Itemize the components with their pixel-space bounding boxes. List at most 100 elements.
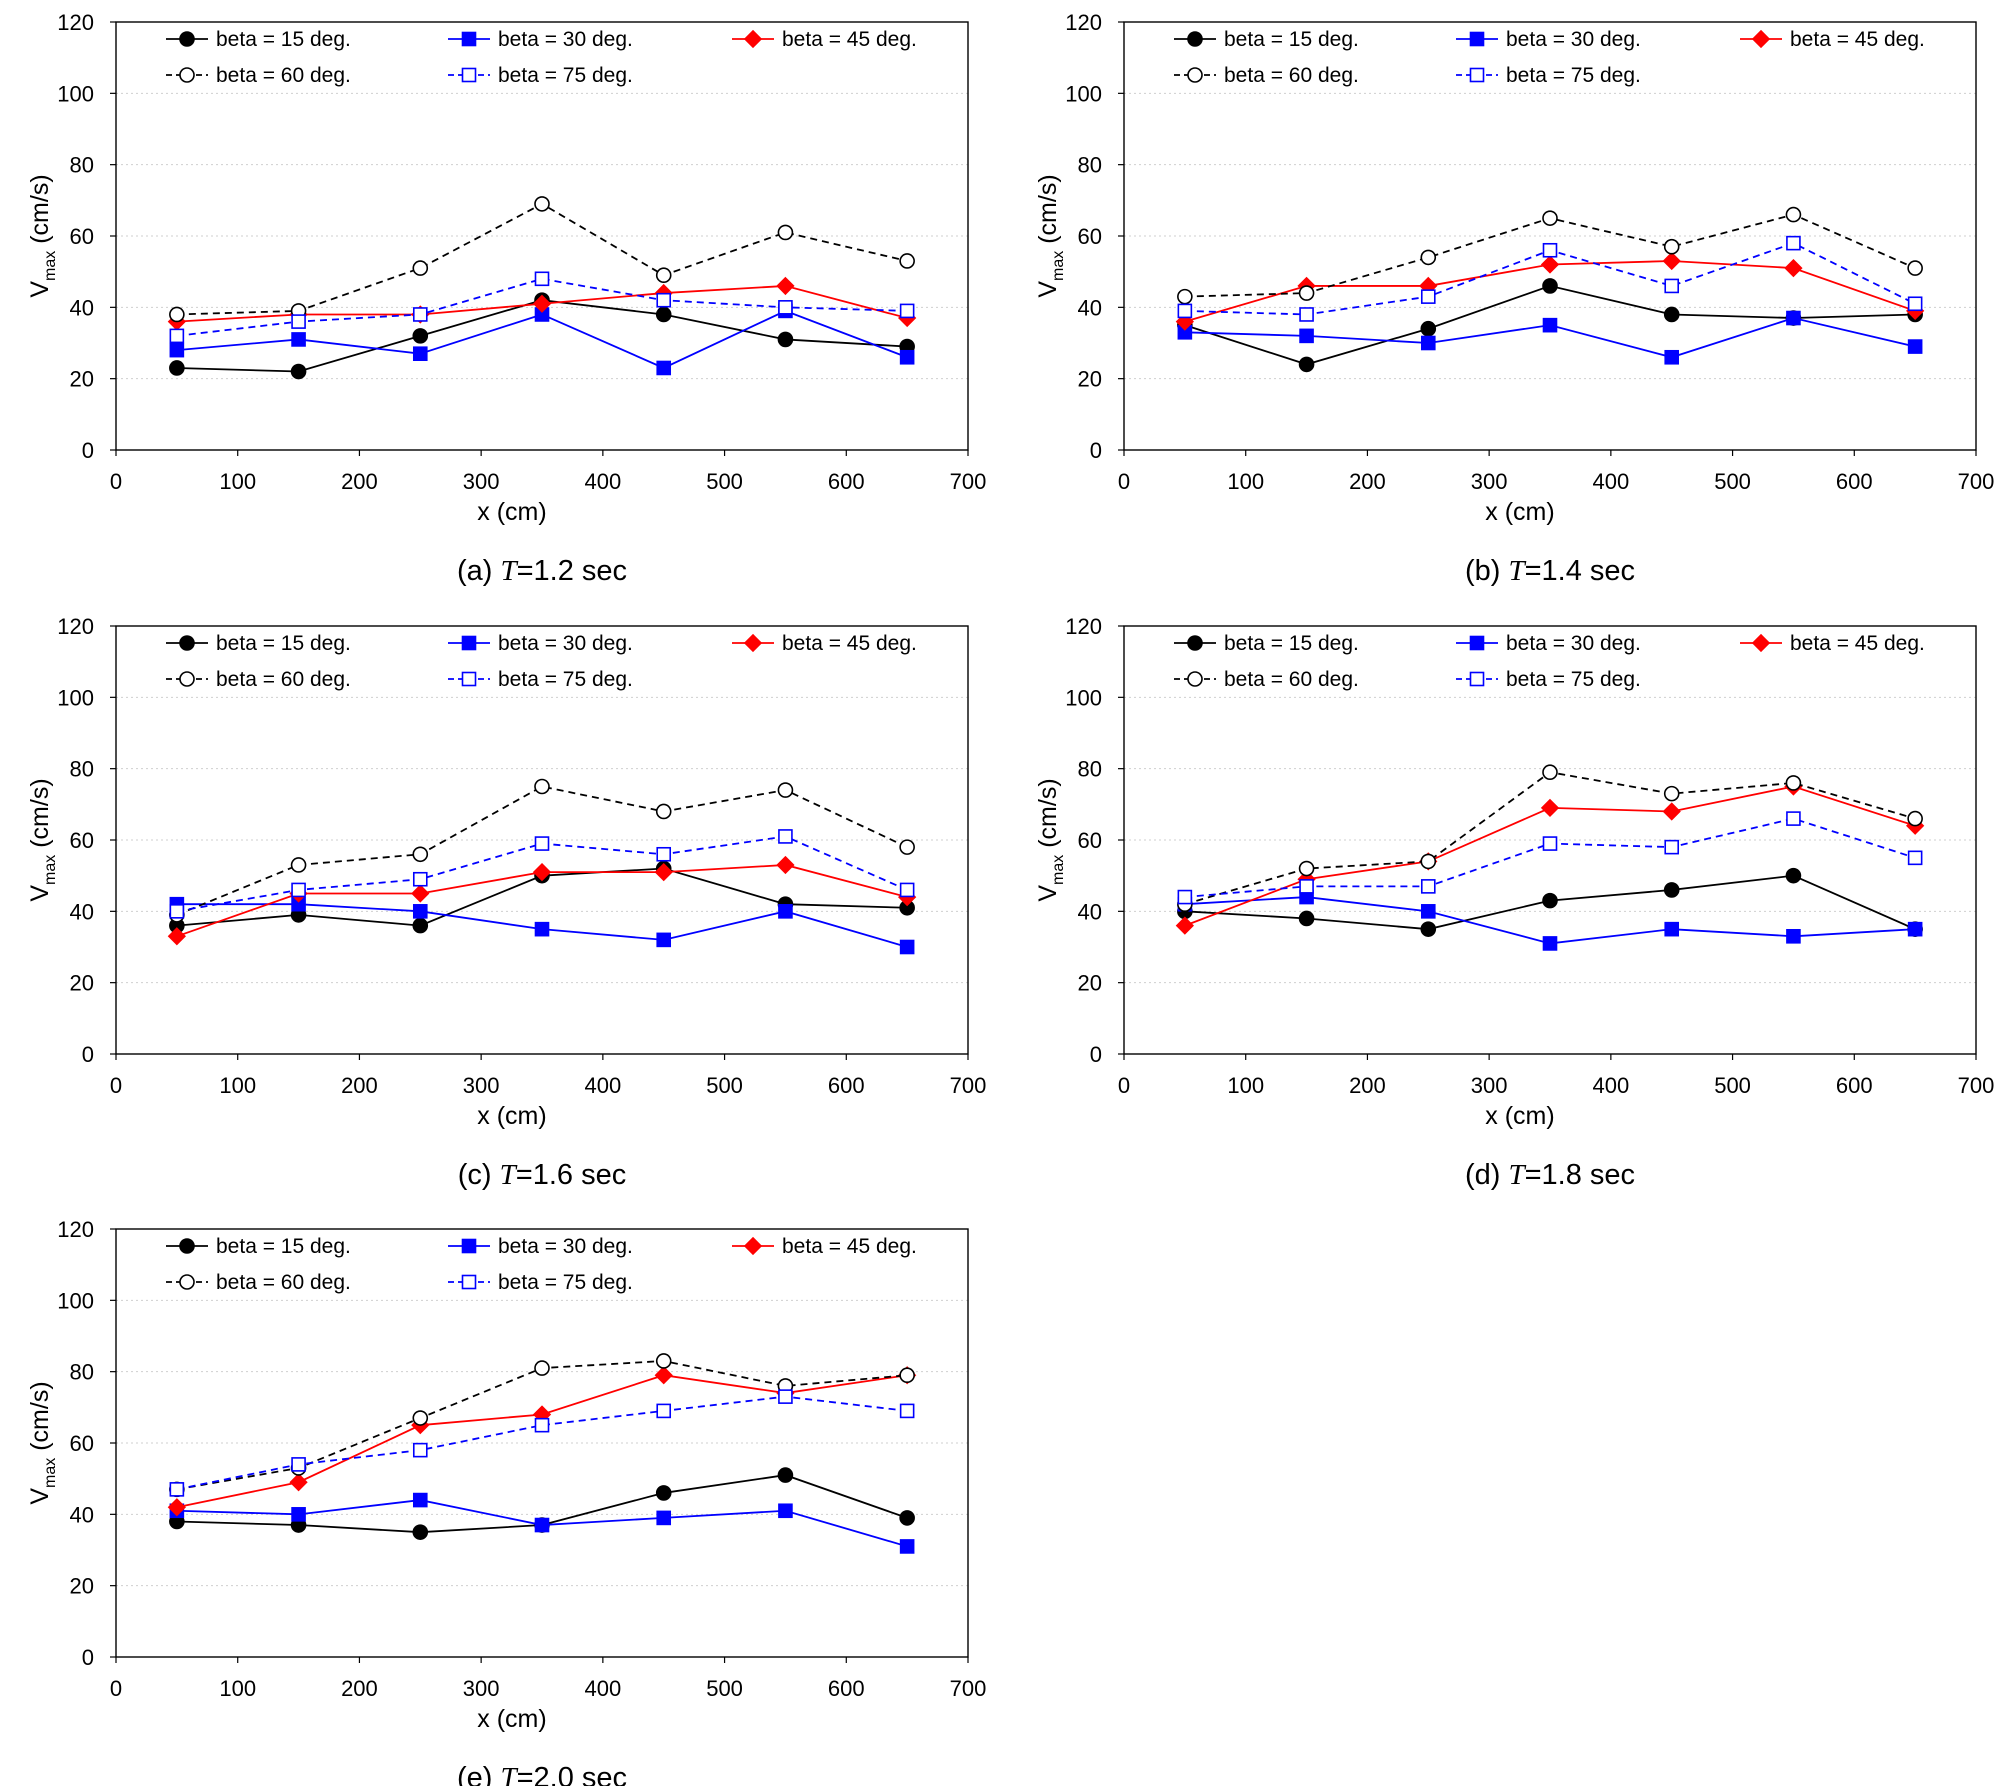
data-point-filled-square-marker <box>778 1503 793 1519</box>
data-point-open-square-marker <box>899 303 915 319</box>
y-axis-label: Vmax (cm/s) <box>1034 778 1067 901</box>
y-tick-label: 100 <box>57 1288 94 1313</box>
y-tick-label: 60 <box>1078 224 1102 249</box>
y-axis-label: Vmax (cm/s) <box>26 778 59 901</box>
caption-period-value: =2.0 sec <box>517 1762 627 1786</box>
legend-label: beta = 30 deg. <box>498 28 633 51</box>
data-point-open-square-marker <box>1420 879 1436 894</box>
data-point-filled-square-marker <box>1907 921 1923 937</box>
legend-label: beta = 15 deg. <box>1224 632 1359 655</box>
y-axis-label-base: V <box>1034 281 1062 298</box>
y-tick-label: 80 <box>1078 757 1102 782</box>
data-point-filled-circle-marker <box>1542 892 1558 909</box>
y-axis-label-subscript: max <box>42 251 59 281</box>
legend-open-square-marker <box>1469 67 1485 83</box>
data-point-open-square-marker <box>412 871 428 887</box>
data-point-open-square-marker <box>534 836 550 851</box>
panel-caption: (a) T=1.2 sec <box>457 555 627 587</box>
data-point-filled-square-marker <box>169 342 185 358</box>
x-tick-label: 100 <box>1227 1073 1264 1098</box>
legend-filled-circle-marker <box>179 635 195 651</box>
data-point-filled-circle-marker <box>412 328 429 344</box>
y-tick-label: 100 <box>1065 81 1102 106</box>
legend: beta = 15 deg. beta = 30 deg. beta = 45 de… <box>166 632 917 691</box>
x-tick-label: 400 <box>584 1073 621 1098</box>
caption-period-value: =1.4 sec <box>1525 555 1635 587</box>
legend-open-square-marker <box>461 671 477 687</box>
x-tick-label: 500 <box>706 1073 743 1098</box>
data-point-filled-circle-marker <box>412 917 429 934</box>
legend-filled-circle-marker <box>1187 635 1203 651</box>
x-tick-label: 100 <box>219 1073 256 1098</box>
data-point-open-circle-marker <box>1542 764 1558 781</box>
caption-label: (e) <box>457 1762 501 1786</box>
data-point-filled-circle-marker <box>899 1510 915 1526</box>
data-point-filled-diamond-marker <box>411 884 430 903</box>
y-tick-label: 120 <box>57 1217 94 1242</box>
x-tick-label: 600 <box>828 469 865 494</box>
legend-filled-square-marker <box>461 635 477 651</box>
caption-period-value: =1.2 sec <box>517 555 627 587</box>
series-beta-75 <box>169 271 915 344</box>
legend-filled-circle-marker <box>179 1238 195 1254</box>
x-tick-label: 400 <box>1592 1073 1629 1098</box>
data-point-open-square-marker <box>412 307 428 322</box>
legend-label: beta = 60 deg. <box>1224 64 1359 87</box>
x-tick-label: 200 <box>1349 1073 1386 1098</box>
data-point-open-circle-marker <box>169 306 185 323</box>
y-tick-label: 40 <box>70 295 94 320</box>
y-tick-label: 20 <box>70 367 94 392</box>
legend-label: beta = 45 deg. <box>782 28 917 51</box>
x-tick-label: 300 <box>463 1676 500 1701</box>
y-tick-label: 20 <box>70 1574 94 1599</box>
data-point-filled-diamond-marker <box>167 1498 186 1517</box>
legend-label: beta = 45 deg. <box>782 632 917 655</box>
legend-filled-square-marker <box>1469 635 1485 651</box>
data-point-filled-circle-marker <box>655 306 672 323</box>
data-point-filled-circle-marker <box>777 1467 794 1483</box>
data-point-open-circle-marker <box>1420 853 1437 870</box>
data-point-open-circle-marker <box>534 196 550 212</box>
series-beta-15 <box>1177 867 1923 937</box>
data-point-filled-diamond-marker <box>1784 258 1803 278</box>
x-tick-label: 600 <box>1836 469 1873 494</box>
data-point-filled-circle-marker <box>412 1524 429 1540</box>
data-point-open-circle-marker <box>290 857 307 873</box>
legend-label: beta = 15 deg. <box>216 28 351 51</box>
y-axis-label-subscript: max <box>1050 251 1067 281</box>
data-point-filled-square-marker <box>291 332 306 347</box>
data-point-filled-circle-marker <box>1785 867 1802 884</box>
legend-label: beta = 15 deg. <box>216 632 351 655</box>
data-point-filled-square-marker <box>534 921 550 937</box>
series-beta-60 <box>169 196 915 323</box>
x-axis-label: x (cm) <box>1485 498 1554 526</box>
series-beta-75 <box>169 1389 915 1497</box>
chart-panel-a: 0 20 40 60 80 100 120 0 100 200 300 400 500 600 700 x (… <box>26 10 986 587</box>
legend: beta = 15 deg. beta = 30 deg. beta = 45 de… <box>166 1235 917 1294</box>
y-axis-label: Vmax (cm/s) <box>1034 174 1067 297</box>
legend-open-circle-marker <box>179 671 195 687</box>
data-point-filled-circle-marker <box>1542 278 1558 294</box>
panel-caption: (c) T=1.6 sec <box>458 1159 626 1191</box>
legend-label: beta = 60 deg. <box>216 668 351 691</box>
legend-label: beta = 45 deg. <box>1790 632 1925 655</box>
data-point-open-square-marker <box>899 1403 915 1419</box>
data-point-open-circle-marker <box>655 1353 672 1369</box>
legend-filled-diamond-marker <box>1751 633 1771 653</box>
x-tick-label: 100 <box>219 1676 256 1701</box>
x-tick-label: 700 <box>950 469 987 494</box>
legend-open-circle-marker <box>179 1274 195 1290</box>
legend-open-square-marker <box>461 1274 477 1290</box>
data-point-open-square-marker <box>1907 850 1923 866</box>
x-tick-label: 200 <box>341 1073 378 1098</box>
legend-filled-circle-marker <box>179 31 195 47</box>
data-point-filled-square-marker <box>656 932 672 948</box>
legend-label: beta = 75 deg. <box>498 1271 633 1294</box>
series-beta-30 <box>169 896 915 955</box>
data-point-filled-square-marker <box>1420 335 1436 351</box>
data-point-filled-diamond-marker <box>1540 798 1560 818</box>
x-tick-label: 100 <box>1227 469 1264 494</box>
y-tick-label: 0 <box>1090 438 1102 463</box>
data-point-open-square-marker <box>1786 811 1801 826</box>
data-point-filled-circle-marker <box>1420 921 1437 937</box>
